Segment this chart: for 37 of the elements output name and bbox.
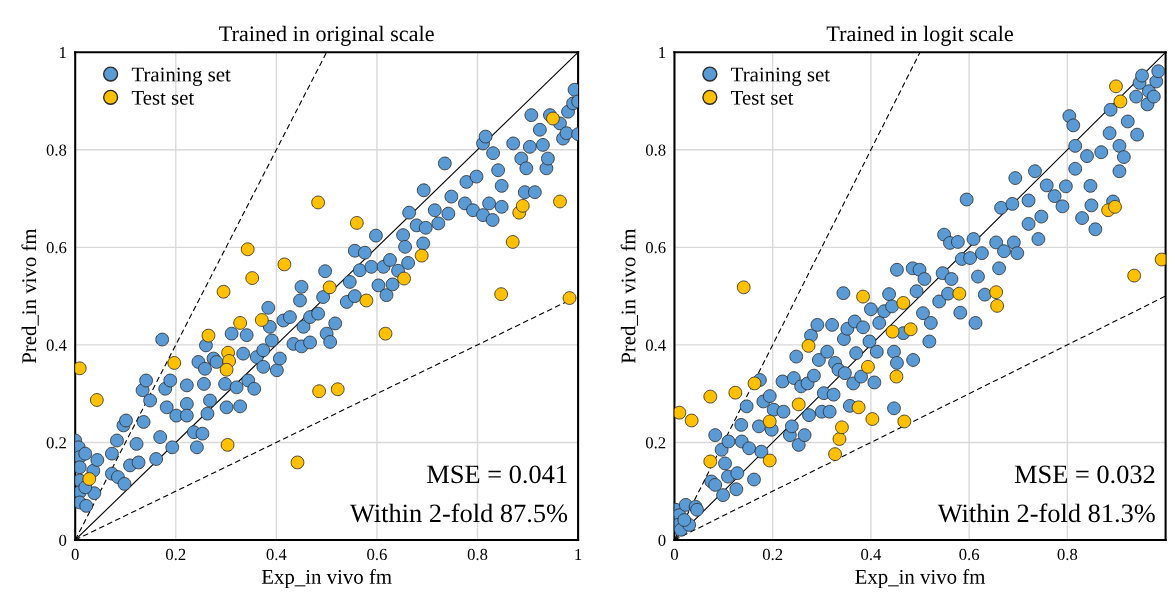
x-tick-label: 0.8 [1057,548,1078,561]
annotation: Within 2-fold 87.5% [349,503,568,523]
x-tick-label: 0.6 [959,548,980,561]
y-axis-title: Pred_in vivo fm [620,228,638,364]
y-tick-label: 0.4 [46,339,67,351]
x-tick-label: 0.4 [266,548,287,561]
y-tick-label: 1 [60,46,66,58]
y-tick-label: 1 [659,46,666,58]
x-tick-label: 0 [670,548,678,561]
x-tick-label: 0.4 [861,548,882,561]
y-axis-title: Pred_in vivo fm [21,228,39,364]
legend-label: Training set [731,67,830,86]
y-tick-label: 0 [59,534,67,546]
x-tick-label: 1 [575,548,582,560]
annotation: MSE = 0.041 [427,465,567,484]
y-tick-label: 0.2 [46,437,66,449]
legend-label: Training set [131,67,231,86]
annotation: MSE = 0.032 [1014,465,1155,484]
x-tick-label: 0.6 [367,548,387,561]
y-tick-label: 0.6 [46,242,67,254]
y-tick-label: 0.6 [645,242,666,254]
legend-label: Test set [731,90,794,105]
x-tick-label: 0.2 [166,548,186,561]
y-tick-label: 0.8 [645,144,666,156]
y-tick-label: 0.2 [645,437,666,449]
legend-label: Test set [131,90,195,105]
x-tick-label: 0.2 [762,548,783,561]
x-axis-title: Exp_in vivo fm [855,569,986,589]
x-axis-title: Exp_in vivo fm [261,569,392,589]
x-tick-label: 0.8 [467,548,488,561]
annotation: Within 2-fold 81.3% [937,503,1155,523]
chart-title: Trained in logit scale [826,25,1013,46]
y-tick-label: 0.4 [645,339,666,351]
chart-title: Trained in original scale [219,25,434,46]
x-tick-label: 0 [71,548,79,561]
y-tick-label: 0.8 [46,144,67,156]
y-tick-label: 0 [658,534,666,546]
